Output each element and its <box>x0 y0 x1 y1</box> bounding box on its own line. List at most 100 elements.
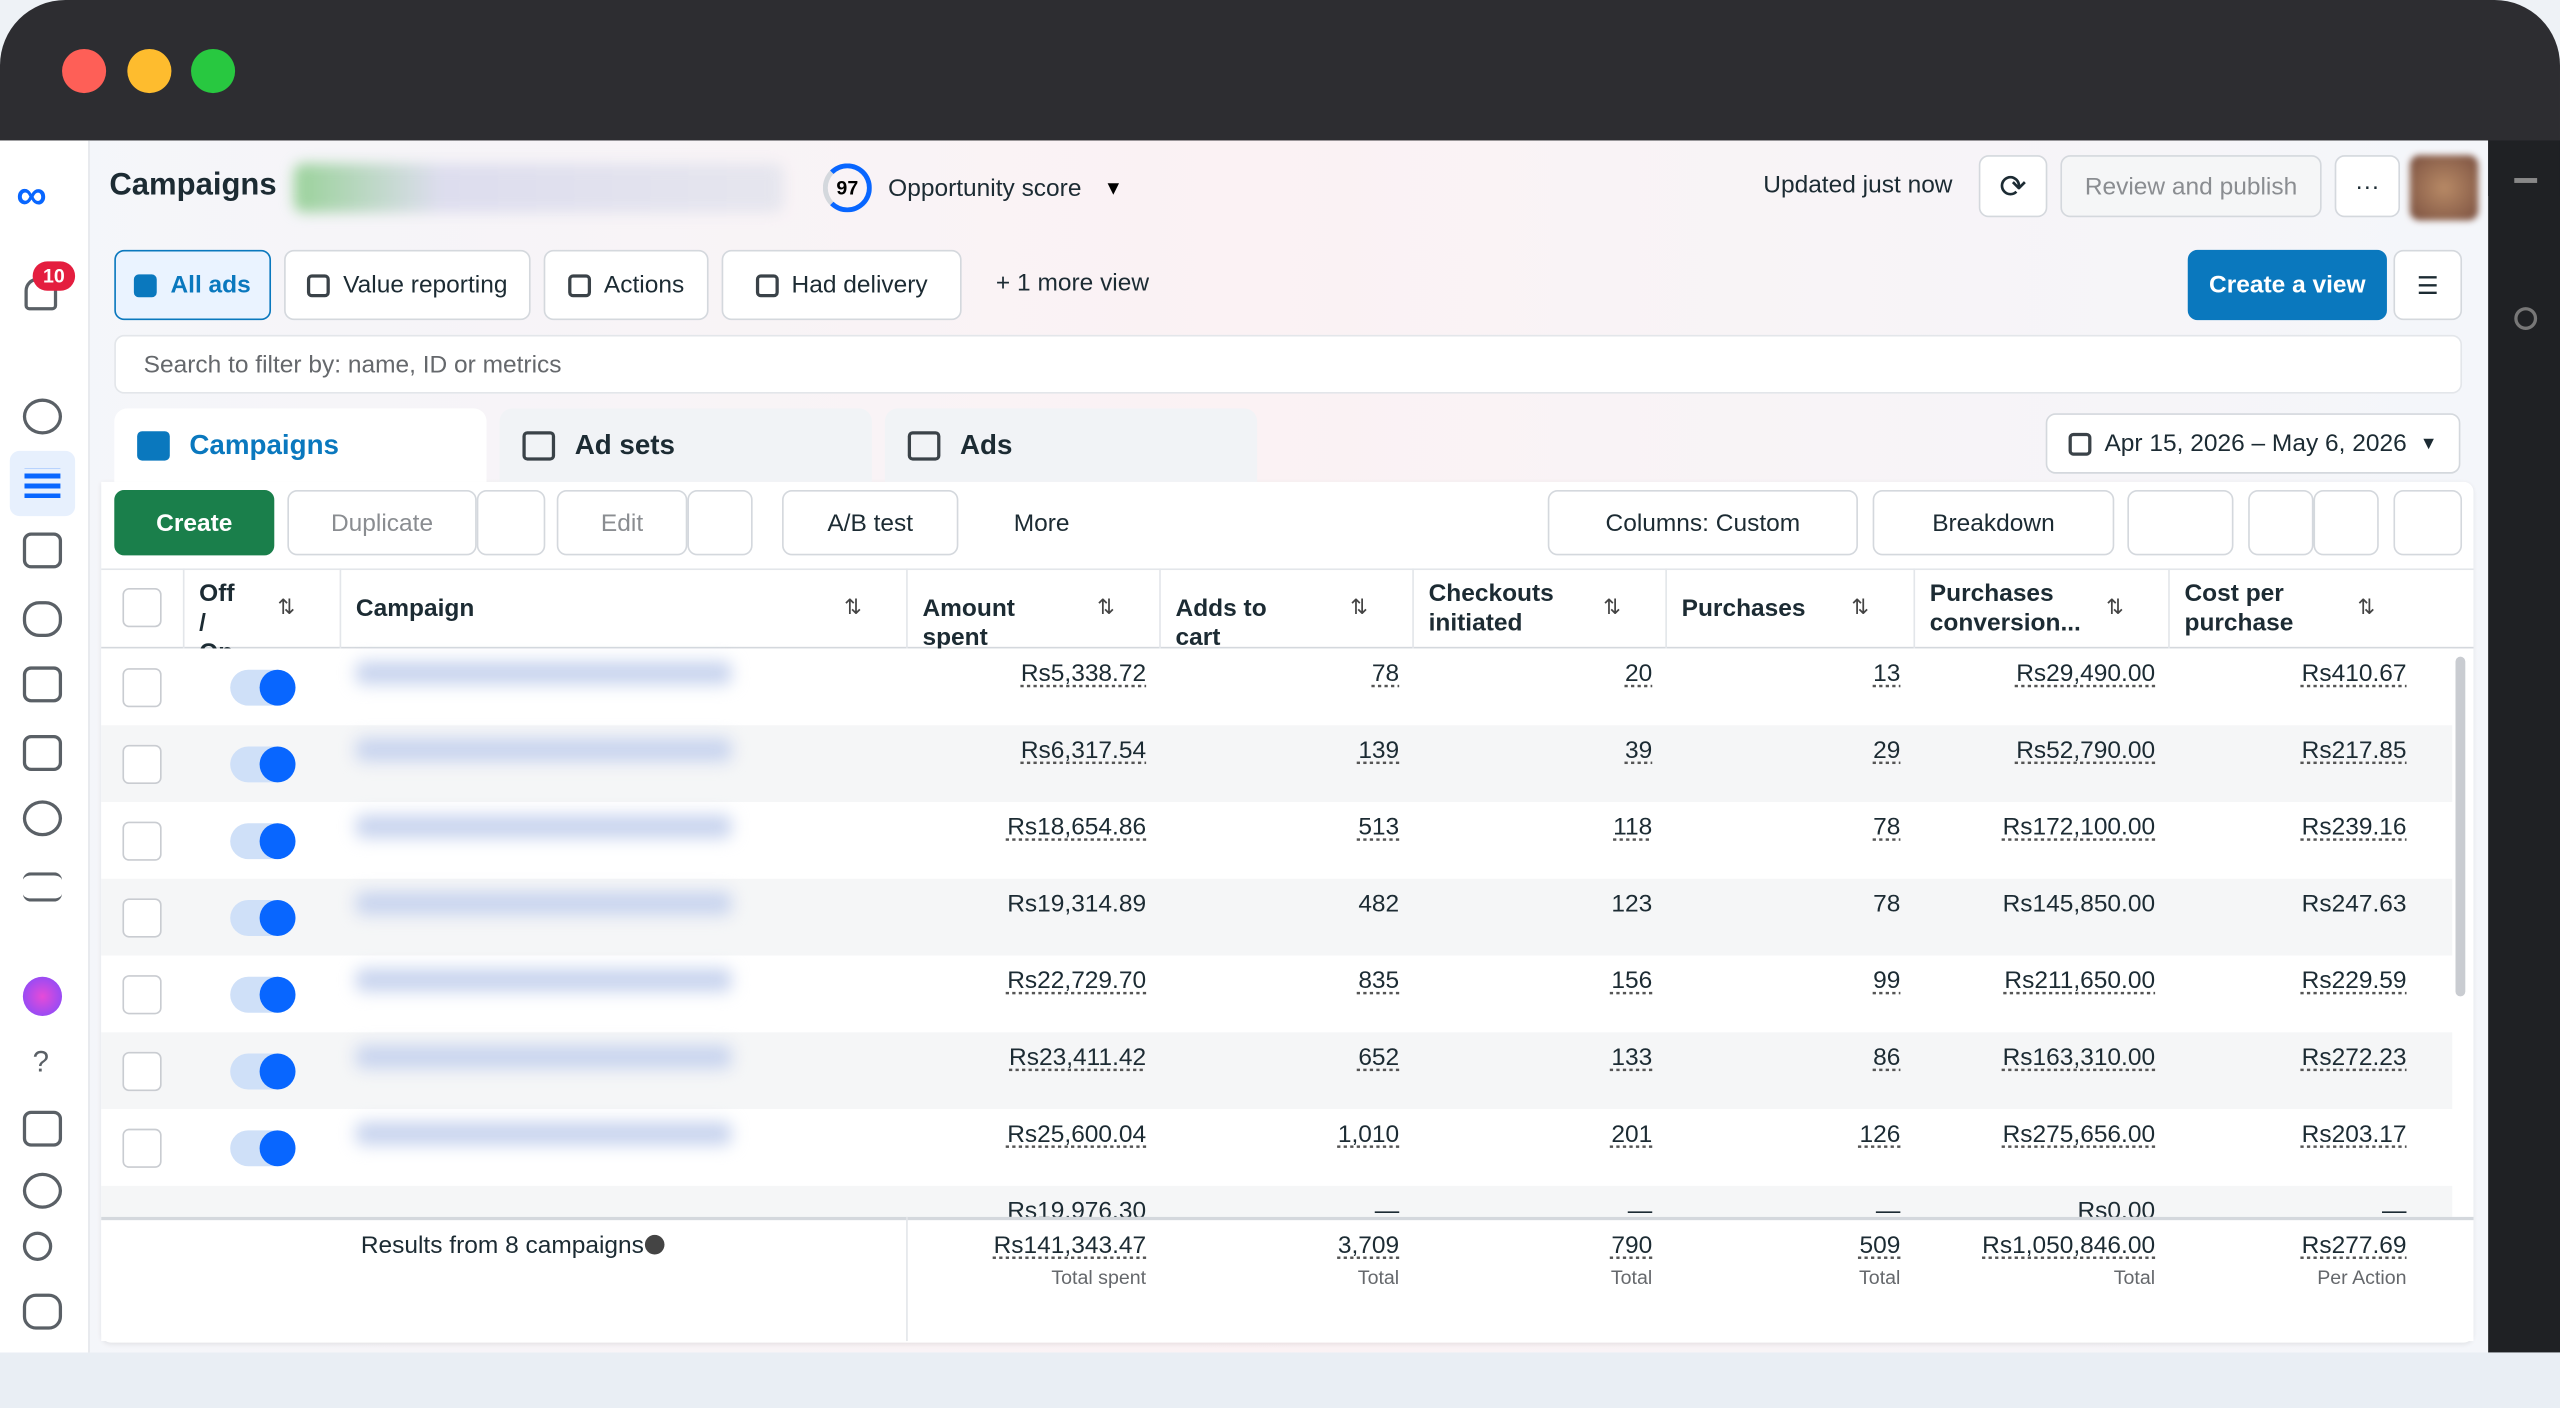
nav-icon[interactable] <box>22 872 63 902</box>
toggle-knob <box>259 1053 296 1090</box>
level-tab[interactable]: Campaigns <box>114 408 487 482</box>
rail-icon[interactable] <box>2514 163 2538 183</box>
column-header[interactable]: Purchases <box>1681 594 1806 623</box>
date-range-picker[interactable]: Apr 15, 2026 – May 6, 2026 ▼ <box>2045 413 2461 474</box>
view-tab[interactable]: Actions <box>543 249 709 321</box>
level-tab[interactable]: Ads <box>884 408 1258 482</box>
blurred-campaign-name[interactable] <box>355 815 732 838</box>
maximize-button[interactable] <box>191 49 236 94</box>
toolbar-button[interactable]: Columns: Custom <box>1547 490 1858 556</box>
search-box[interactable]: Search to filter by: name, ID or metrics <box>114 334 2463 394</box>
scrollbar[interactable] <box>2455 656 2466 997</box>
table-footer <box>101 1216 2474 1342</box>
toolbar-button[interactable]: Create <box>114 490 275 556</box>
view-tab[interactable]: Value reporting <box>284 249 531 321</box>
nav-icon[interactable] <box>22 666 63 703</box>
dropdown-caret[interactable]: ▼ <box>1103 176 1124 200</box>
nav-icon[interactable] <box>22 1110 63 1147</box>
table-row <box>101 1185 2453 1217</box>
sort-icon[interactable]: ⇅ <box>1097 594 1115 620</box>
toggle-knob <box>259 1130 296 1167</box>
toolbar-button[interactable]: A/B test <box>782 490 959 556</box>
row-checkbox[interactable] <box>122 744 162 785</box>
level-tab-label: Campaigns <box>189 428 340 460</box>
toolbar-icon-button[interactable] <box>2127 490 2234 556</box>
rail-icon[interactable] <box>2514 307 2538 330</box>
metric-value: Rs217.85 <box>2301 736 2407 765</box>
blurred-campaign-name[interactable] <box>355 1045 732 1069</box>
ai-icon[interactable] <box>22 976 63 1016</box>
help-icon[interactable]: ? <box>32 1045 50 1079</box>
toolbar-button[interactable]: Duplicate <box>287 490 477 556</box>
nav-icon[interactable] <box>22 601 63 638</box>
column-header[interactable]: Campaign <box>355 594 475 623</box>
close-button[interactable] <box>62 49 107 94</box>
select-all-checkbox[interactable] <box>122 588 162 628</box>
sort-icon[interactable]: ⇅ <box>844 594 862 620</box>
minimize-button[interactable] <box>127 49 172 94</box>
nav-icon[interactable] <box>22 800 63 837</box>
column-header[interactable]: Checkouts initiated <box>1428 579 1554 638</box>
refresh-button[interactable]: ⟳ <box>1978 155 2048 218</box>
settings-icon[interactable] <box>22 1172 63 1209</box>
sort-icon[interactable]: ⇅ <box>1851 594 1870 620</box>
nav-icon[interactable] <box>22 532 63 569</box>
toolbar-button[interactable]: Edit <box>556 490 688 556</box>
sort-icon[interactable]: ⇅ <box>1350 594 1369 620</box>
blurred-campaign-name[interactable] <box>355 891 732 915</box>
row-checkbox[interactable] <box>122 821 162 861</box>
more-views-label[interactable]: 1 more view <box>1017 269 1150 298</box>
blurred-campaign-name[interactable] <box>355 738 732 762</box>
filter-settings[interactable]: ☰ <box>2393 249 2463 321</box>
total-caption: Total spent <box>1051 1265 1147 1289</box>
sort-icon[interactable]: ⇅ <box>277 594 296 620</box>
column-header[interactable]: Cost per purchase <box>2184 579 2294 638</box>
toolbar-icon-button[interactable] <box>2393 490 2463 556</box>
debug-icon[interactable] <box>22 1293 63 1330</box>
nav-icon[interactable] <box>22 735 63 771</box>
avatar[interactable] <box>2409 155 2479 221</box>
metric-value: 99 <box>1873 966 1901 995</box>
row-checkbox[interactable] <box>122 975 162 1015</box>
campaigns-nav-icon[interactable] <box>24 468 61 499</box>
score-ring[interactable]: 97 <box>822 163 872 213</box>
toggle-knob <box>259 976 296 1013</box>
sort-icon[interactable]: ⇅ <box>2106 594 2124 620</box>
view-tab[interactable]: All ads <box>114 249 272 321</box>
toolbar-icon-button[interactable] <box>476 490 546 556</box>
toolbar-icon-button[interactable] <box>2248 490 2314 556</box>
table-header <box>101 568 2474 649</box>
row-checkbox[interactable] <box>122 1051 162 1092</box>
view-tab[interactable]: Had delivery <box>721 249 962 321</box>
column-header[interactable]: Adds to cart <box>1175 594 1267 652</box>
toolbar-icon-button[interactable] <box>687 490 753 556</box>
blurred-campaign-name[interactable] <box>355 968 732 992</box>
more-views[interactable]: + 1 more view <box>996 270 1149 298</box>
opportunity-label[interactable]: Opportunity score <box>888 174 1082 203</box>
blurred-campaign-name[interactable] <box>355 1122 732 1146</box>
toolbar-button[interactable]: More <box>973 490 1111 556</box>
column-header[interactable]: Amount spent <box>922 594 1015 652</box>
toolbar-button[interactable]: Breakdown <box>1872 490 2115 556</box>
blurred-campaign-name[interactable] <box>355 661 732 685</box>
row-checkbox[interactable] <box>122 898 162 938</box>
toolbar-icon-button[interactable] <box>2313 490 2379 556</box>
metric-value: 78 <box>1873 890 1901 918</box>
sort-icon[interactable]: ⇅ <box>1603 594 1622 620</box>
meta-logo[interactable]: ∞ <box>16 169 47 219</box>
create-view-button[interactable]: Create a view <box>2187 249 2387 321</box>
metric-value: 123 <box>1611 890 1653 918</box>
row-checkbox[interactable] <box>122 668 162 708</box>
account-selector[interactable] <box>293 163 784 213</box>
sort-icon[interactable]: ⇅ <box>2357 594 2376 620</box>
review-publish-button[interactable]: Review and publish <box>2060 155 2322 218</box>
metric-value: 513 <box>1358 813 1400 842</box>
row-checkbox[interactable] <box>122 1128 162 1168</box>
more-button[interactable]: ··· <box>2334 155 2400 218</box>
metric-value: 201 <box>1611 1120 1653 1149</box>
nav-icon[interactable] <box>22 398 63 435</box>
search-icon[interactable] <box>22 1231 53 1261</box>
column-header[interactable]: Purchases conversion... <box>1929 579 2081 638</box>
level-tab[interactable]: Ad sets <box>499 408 872 482</box>
